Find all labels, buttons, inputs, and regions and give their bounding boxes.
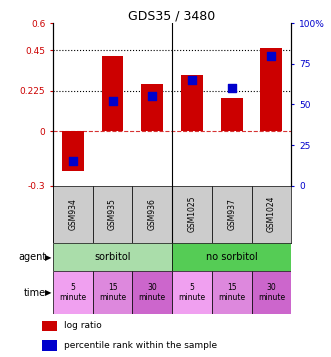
Title: GDS35 / 3480: GDS35 / 3480 <box>128 9 216 22</box>
Bar <box>132 186 172 243</box>
Text: log ratio: log ratio <box>65 321 102 331</box>
Text: no sorbitol: no sorbitol <box>206 252 258 262</box>
Text: GSM937: GSM937 <box>227 198 236 230</box>
Point <box>150 94 155 99</box>
Bar <box>141 84 163 131</box>
Bar <box>221 98 243 131</box>
Text: GSM934: GSM934 <box>68 198 77 230</box>
Text: ▶: ▶ <box>45 252 51 262</box>
Bar <box>41 321 57 331</box>
Text: GSM936: GSM936 <box>148 198 157 230</box>
Bar <box>252 271 291 314</box>
Text: 30
minute: 30 minute <box>258 283 285 302</box>
Bar <box>172 271 212 314</box>
Bar <box>53 271 93 314</box>
Bar <box>53 186 93 243</box>
Bar <box>212 271 252 314</box>
Point <box>269 53 274 59</box>
Point <box>110 98 115 104</box>
Point <box>189 77 195 83</box>
Bar <box>181 75 203 131</box>
Text: sorbitol: sorbitol <box>94 252 131 262</box>
Text: GSM1025: GSM1025 <box>187 196 197 232</box>
Bar <box>252 186 291 243</box>
Bar <box>172 186 212 243</box>
Text: 5
minute: 5 minute <box>178 283 206 302</box>
Text: 5
minute: 5 minute <box>59 283 86 302</box>
Bar <box>41 340 57 351</box>
Text: percentile rank within the sample: percentile rank within the sample <box>65 341 217 350</box>
Bar <box>53 243 172 271</box>
Text: 30
minute: 30 minute <box>139 283 166 302</box>
Text: GSM935: GSM935 <box>108 198 117 230</box>
Bar <box>132 271 172 314</box>
Bar <box>172 243 291 271</box>
Bar <box>93 186 132 243</box>
Bar <box>93 271 132 314</box>
Bar <box>62 131 84 171</box>
Text: GSM1024: GSM1024 <box>267 196 276 232</box>
Text: 15
minute: 15 minute <box>99 283 126 302</box>
Bar <box>102 56 123 131</box>
Text: time: time <box>24 288 46 298</box>
Bar <box>260 47 282 131</box>
Point <box>229 85 234 91</box>
Point <box>70 159 75 164</box>
Text: agent: agent <box>18 252 46 262</box>
Text: 15
minute: 15 minute <box>218 283 245 302</box>
Text: ▶: ▶ <box>45 288 51 297</box>
Bar <box>212 186 252 243</box>
